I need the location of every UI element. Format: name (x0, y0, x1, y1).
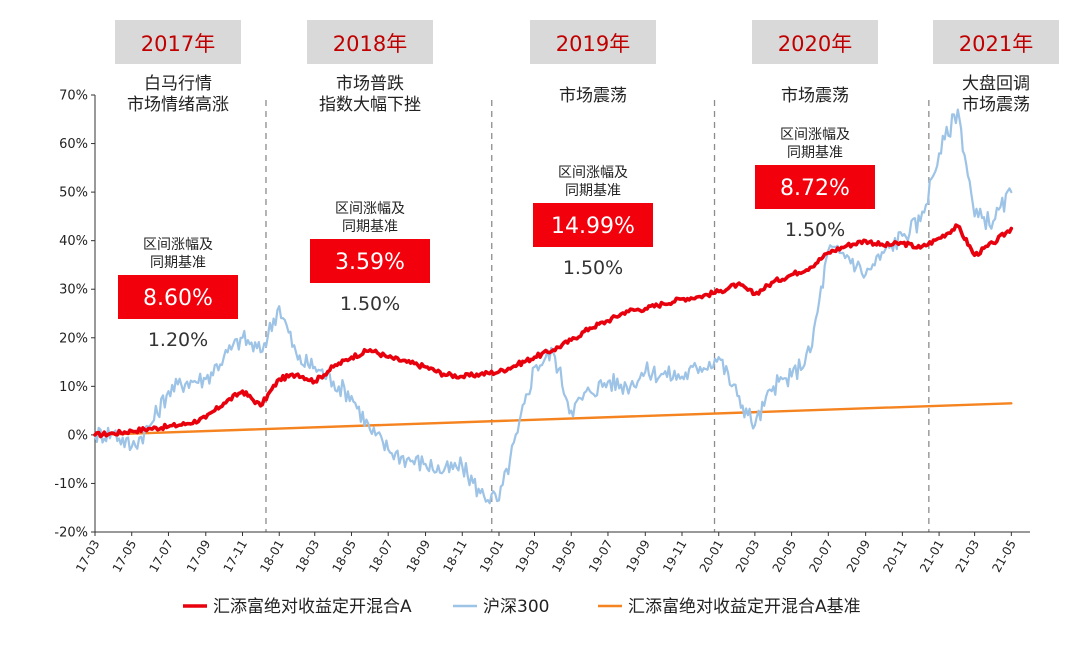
y-tick-label: -20% (54, 526, 88, 541)
year-box (752, 20, 878, 64)
period-note: 同期基准 (150, 254, 206, 271)
year-label: 2021年 (959, 32, 1033, 56)
legend-label: 汇添富绝对收益定开混合A基准 (628, 597, 861, 617)
x-tick-label: 17-05 (110, 538, 140, 575)
y-tick-label: 70% (59, 89, 88, 104)
year-label: 2020年 (778, 32, 852, 56)
year-box (115, 20, 241, 64)
period-description: 市场震荡 (559, 86, 627, 106)
year-label: 2018年 (333, 32, 407, 56)
legend-item: 汇添富绝对收益定开混合A (183, 597, 412, 617)
y-tick-label: 40% (59, 234, 88, 249)
period-note: 区间涨幅及 (335, 201, 405, 217)
x-tick-label: 18-03 (293, 538, 323, 575)
period-description: 白马行情 (144, 74, 212, 94)
x-tick-label: 17-09 (184, 538, 214, 575)
x-tick-label: 17-03 (73, 538, 103, 575)
year-label: 2017年 (141, 32, 215, 56)
y-tick-label: 20% (59, 331, 88, 346)
period-note: 区间涨幅及 (780, 127, 850, 143)
period-note: 同期基准 (342, 218, 398, 235)
x-tick-label: 20-03 (733, 538, 763, 575)
x-tick-label: 18-11 (440, 538, 470, 575)
y-tick-label: 10% (59, 380, 88, 395)
y-tick-label: 30% (59, 283, 88, 298)
x-tick-label: 17-11 (221, 538, 251, 575)
year-label: 2019年 (556, 32, 630, 56)
x-tick-label: 18-01 (257, 538, 287, 575)
period-description: 指数大幅下挫 (319, 95, 421, 115)
period-note: 同期基准 (565, 182, 621, 199)
x-tick-label: 18-05 (330, 538, 360, 575)
period-note: 区间涨幅及 (143, 237, 213, 253)
period-return-value: 8.60% (143, 286, 213, 311)
period-benchmark-value: 1.50% (340, 293, 400, 315)
legend-item: 沪深300 (453, 597, 549, 617)
period-return-box (755, 165, 875, 209)
legend: 汇添富绝对收益定开混合A 沪深300 汇添富绝对收益定开混合A基准 (183, 597, 861, 617)
x-tick-label: 19-03 (513, 538, 543, 575)
x-tick-label: 18-09 (404, 538, 434, 575)
x-tick-label: 20-11 (880, 538, 910, 575)
x-tick-label: 19-11 (660, 538, 690, 575)
x-tick-label: 19-09 (623, 538, 653, 575)
x-tick-label: 21-03 (953, 538, 983, 575)
x-tick-label: 20-01 (697, 538, 727, 575)
legend-label: 沪深300 (483, 597, 549, 617)
legend-label: 汇添富绝对收益定开混合A (213, 597, 412, 617)
period-return-box (310, 239, 430, 283)
year-box (933, 20, 1059, 64)
benchmark-line (93, 402, 1013, 437)
legend-item: 汇添富绝对收益定开混合A基准 (598, 597, 861, 617)
period-return-value: 14.99% (551, 214, 635, 239)
period-note: 同期基准 (787, 144, 843, 161)
x-tick-label: 20-05 (770, 538, 800, 575)
period-benchmark-value: 1.20% (148, 329, 208, 351)
x-tick-label: 21-01 (917, 538, 947, 575)
period-description: 市场情绪高涨 (127, 95, 229, 115)
period-return-box (533, 203, 653, 247)
fund-line (93, 223, 1014, 439)
y-tick-label: 50% (59, 186, 88, 201)
x-tick-label: 18-07 (366, 538, 396, 575)
year-box (530, 20, 656, 64)
period-benchmark-value: 1.50% (563, 257, 623, 279)
period-return-value: 8.72% (780, 176, 850, 201)
x-tick-label: 19-07 (586, 538, 616, 575)
y-tick-label: -10% (54, 477, 88, 492)
y-tick-label: 60% (59, 137, 88, 152)
x-tick-label: 19-01 (477, 538, 507, 575)
x-tick-label: 19-05 (549, 538, 579, 575)
period-description: 市场震荡 (781, 86, 849, 106)
x-tick-label: 20-09 (844, 538, 874, 575)
period-annotations: 2017年白马行情市场情绪高涨区间涨幅及同期基准8.60%1.20%2018年市… (115, 20, 1059, 532)
period-description: 市场普跌 (336, 74, 404, 94)
period-note: 区间涨幅及 (558, 165, 628, 181)
period-return-box (118, 275, 238, 319)
x-tick-label: 21-05 (989, 538, 1019, 575)
series-lines (93, 108, 1014, 505)
y-tick-label: 0% (67, 428, 88, 443)
period-return-value: 3.59% (335, 250, 405, 275)
period-description: 市场震荡 (962, 95, 1030, 115)
period-description: 大盘回调 (962, 74, 1030, 94)
period-benchmark-value: 1.50% (785, 219, 845, 241)
x-tick-label: 20-07 (806, 538, 836, 575)
year-box (307, 20, 433, 64)
x-tick-label: 17-07 (146, 538, 176, 575)
